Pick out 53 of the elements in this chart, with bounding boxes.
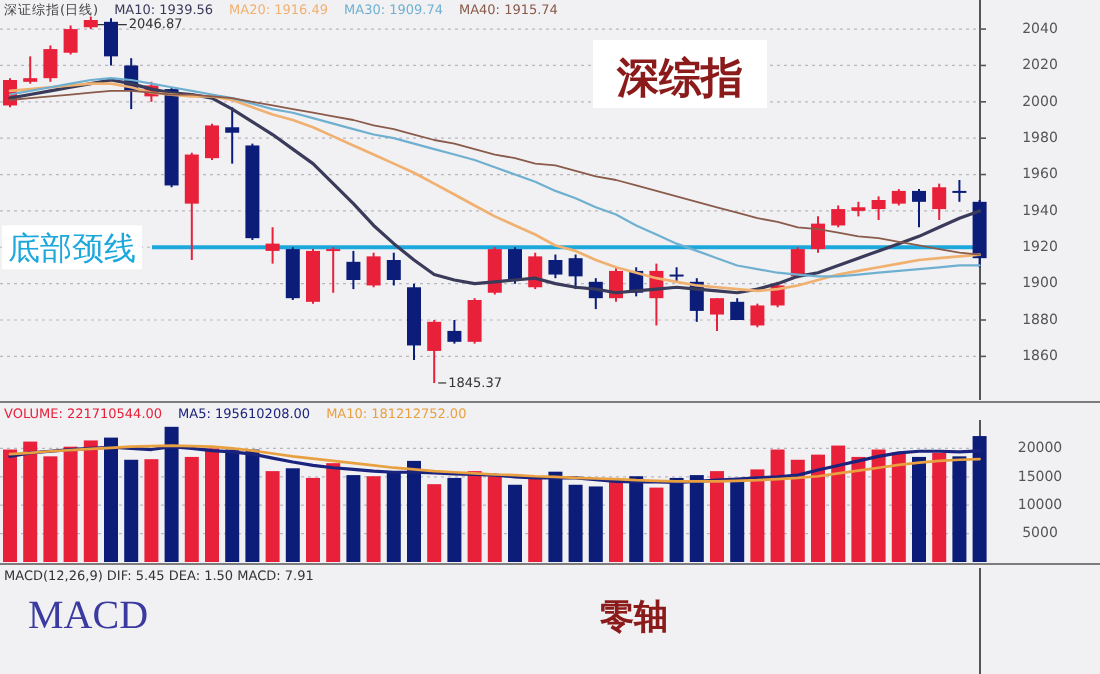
bar bbox=[811, 454, 825, 562]
bar bbox=[568, 484, 583, 562]
bar bbox=[952, 456, 967, 562]
bar bbox=[124, 459, 139, 562]
text: 零轴 bbox=[598, 598, 668, 638]
bar bbox=[63, 446, 78, 562]
bar bbox=[104, 437, 118, 562]
bar bbox=[548, 471, 563, 562]
bar bbox=[326, 463, 341, 562]
bar bbox=[831, 445, 846, 562]
bar bbox=[609, 481, 623, 562]
text: MACD bbox=[28, 594, 149, 638]
bar bbox=[3, 449, 17, 562]
bar bbox=[346, 475, 361, 562]
bar bbox=[205, 448, 219, 562]
bar bbox=[265, 471, 280, 562]
bar bbox=[912, 456, 926, 562]
bar bbox=[386, 471, 401, 562]
bar bbox=[245, 449, 260, 562]
bar bbox=[144, 459, 159, 562]
bar bbox=[891, 452, 906, 562]
bar bbox=[164, 426, 179, 562]
bar bbox=[184, 456, 199, 562]
text: 深综指 bbox=[615, 54, 743, 102]
bar bbox=[851, 456, 866, 562]
bar bbox=[750, 469, 765, 562]
bar bbox=[285, 468, 300, 562]
bar bbox=[487, 476, 502, 562]
bar bbox=[790, 459, 805, 562]
bar bbox=[932, 452, 947, 562]
bar bbox=[770, 449, 785, 562]
ref-line-label: 底部颈线 bbox=[8, 229, 136, 268]
bar bbox=[306, 477, 320, 562]
bar bbox=[447, 477, 462, 562]
bar bbox=[588, 486, 603, 562]
bar bbox=[225, 449, 240, 562]
bar bbox=[23, 441, 38, 562]
bar bbox=[467, 471, 482, 562]
bar bbox=[689, 475, 704, 562]
bar bbox=[730, 481, 745, 562]
bar bbox=[629, 476, 644, 562]
bar bbox=[528, 477, 543, 562]
bar bbox=[669, 477, 684, 562]
bar bbox=[366, 476, 381, 562]
bar bbox=[83, 440, 98, 562]
bar bbox=[972, 436, 987, 562]
bar bbox=[649, 487, 664, 562]
bar bbox=[710, 471, 724, 562]
bar bbox=[43, 456, 58, 562]
bar bbox=[871, 449, 886, 562]
bar bbox=[427, 484, 442, 562]
bar bbox=[508, 484, 522, 562]
bar bbox=[407, 460, 421, 562]
